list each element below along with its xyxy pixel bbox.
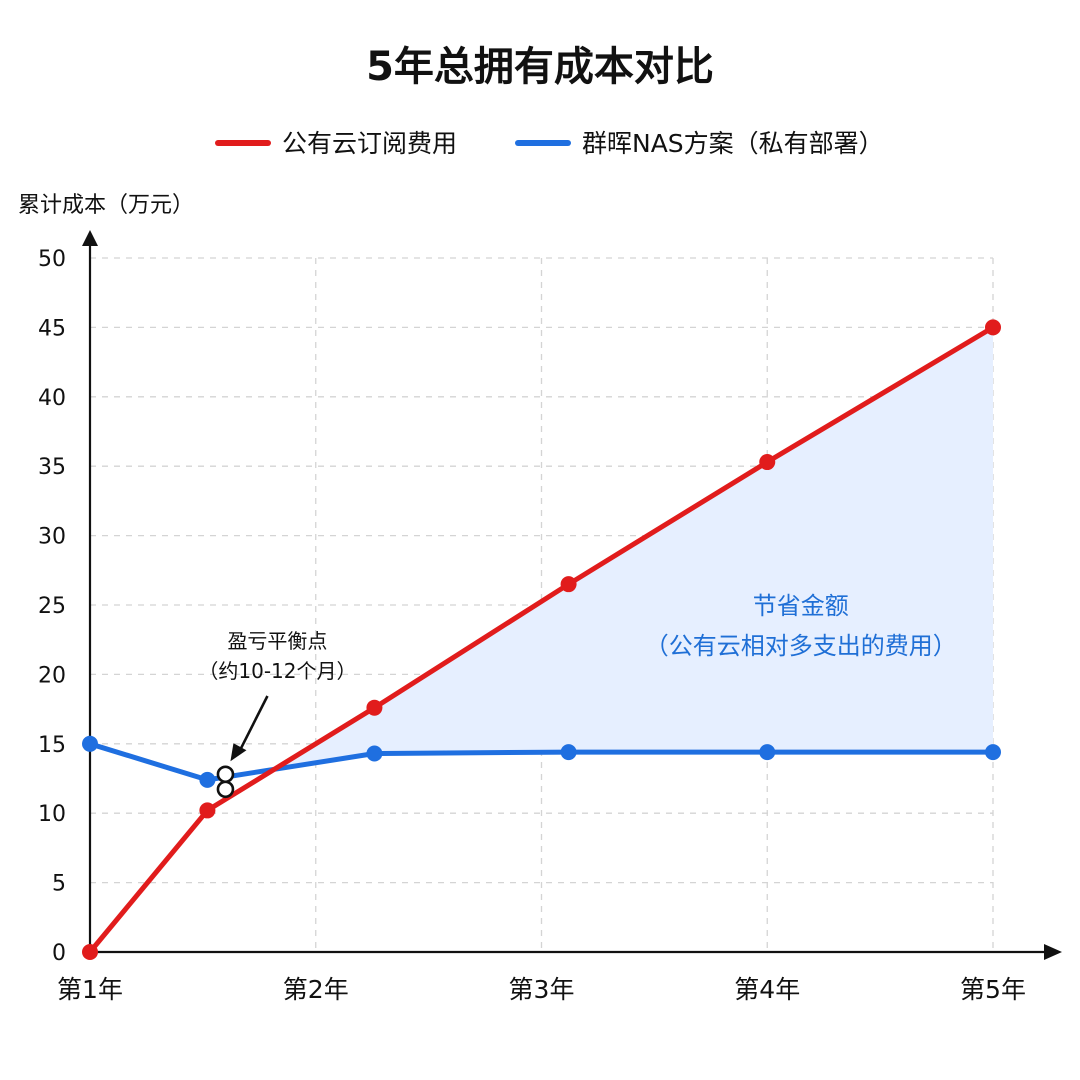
x-tick-label: 第4年: [734, 975, 800, 1004]
y-tick-label: 30: [38, 525, 66, 550]
y-tick-label: 45: [38, 316, 66, 341]
data-point-cloud: [985, 319, 1001, 336]
breakeven-annotation: 盈亏平衡点 （约10-12个月）: [198, 629, 357, 799]
legend-label-nas: 群晖NAS方案（私有部署）: [582, 129, 884, 158]
y-tick-label: 0: [52, 941, 66, 966]
y-tick-label: 15: [38, 733, 66, 758]
y-tick-label: 10: [38, 802, 66, 827]
y-tick-label: 40: [38, 386, 66, 411]
savings-label: 节省金额 （公有云相对多支出的费用）: [645, 592, 957, 660]
x-tick-label: 第5年: [960, 975, 1026, 1004]
series-line-cloud: [88, 325, 995, 954]
breakeven-arrow: [238, 695, 269, 752]
data-point-nas: [199, 771, 216, 788]
data-point-nas: [560, 744, 577, 761]
x-tick-label: 第3年: [509, 975, 575, 1004]
series-line-nas: [89, 741, 993, 783]
x-tick-labels: 第1年 第2年 第3年 第4年 第5年: [57, 975, 1026, 1004]
y-tick-label: 20: [38, 663, 66, 688]
series: [82, 319, 1001, 960]
data-point-cloud: [759, 454, 776, 471]
breakeven-arrowhead: [230, 743, 247, 762]
chart-title: 5年总拥有成本对比: [366, 44, 714, 90]
y-tick-label: 5: [52, 872, 66, 897]
legend: 公有云订阅费用 群晖NAS方案（私有部署）: [215, 129, 884, 158]
data-point-cloud: [560, 576, 577, 593]
y-tick-label: 35: [38, 455, 66, 480]
x-axis-arrow: [1044, 944, 1062, 960]
breakeven-marker-ring: [216, 780, 235, 799]
data-point-nas: [82, 735, 98, 752]
legend-label-cloud: 公有云订阅费用: [282, 129, 457, 158]
breakeven-label: 盈亏平衡点: [227, 629, 327, 653]
y-axis-title: 累计成本（万元）: [18, 193, 194, 218]
y-axis-arrow: [82, 230, 98, 246]
data-point-nas: [759, 744, 776, 761]
y-tick-labels: 0 5 10 15 20 25 30 35 40 45 50: [38, 247, 66, 966]
data-point-cloud: [82, 944, 98, 960]
breakeven-marker: [216, 765, 235, 799]
grid: [90, 257, 994, 952]
axes: [82, 230, 1062, 960]
savings-label-subtitle: （公有云相对多支出的费用）: [645, 632, 957, 660]
data-point-cloud: [199, 802, 216, 819]
breakeven-marker-ring: [216, 765, 235, 784]
breakeven-sublabel: （约10-12个月）: [198, 659, 356, 683]
x-tick-label: 第2年: [283, 975, 349, 1004]
data-point-nas: [985, 744, 1001, 761]
x-tick-label: 第1年: [57, 975, 123, 1004]
y-tick-label: 50: [38, 247, 66, 272]
data-point-cloud: [366, 699, 383, 716]
y-tick-label: 25: [38, 594, 66, 619]
savings-label-title: 节省金额: [753, 592, 849, 620]
data-point-nas: [366, 745, 383, 762]
